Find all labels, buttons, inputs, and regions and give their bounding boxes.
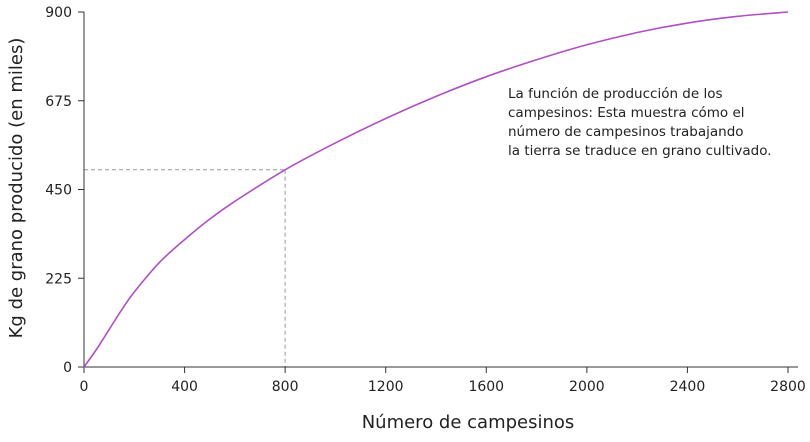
annotation-line: campesinos: Esta muestra cómo el xyxy=(508,105,745,121)
y-tick-label: 0 xyxy=(63,360,72,376)
y-tick-label: 675 xyxy=(45,94,72,110)
x-tick-label: 0 xyxy=(80,379,89,395)
x-tick-label: 1200 xyxy=(368,379,404,395)
x-tick-label: 2000 xyxy=(569,379,605,395)
chart-annotation: La función de producción de los campesino… xyxy=(508,86,772,159)
x-tick-label: 800 xyxy=(272,379,299,395)
x-tick-label: 1600 xyxy=(468,379,504,395)
x-axis-title: Número de campesinos xyxy=(362,412,575,433)
y-tick-label: 900 xyxy=(45,5,72,21)
x-tick-label: 2800 xyxy=(770,379,806,395)
y-axis-title: Kg de grano producido (en miles) xyxy=(6,38,27,339)
x-tick-label: 400 xyxy=(171,379,198,395)
y-tick-label: 225 xyxy=(45,271,72,287)
annotation-line: La función de producción de los xyxy=(508,86,723,102)
x-tick-label: 2400 xyxy=(670,379,706,395)
annotation-line: número de campesinos trabajando xyxy=(508,124,744,140)
y-tick-label: 450 xyxy=(45,183,72,199)
production-function-line xyxy=(83,11,789,368)
annotation-line: la tierra se traduce en grano cultivado. xyxy=(508,143,772,159)
plot-area: 0 400 800 1200 1600 2000 2400 2800 0 225 450 675 900 xyxy=(45,5,806,395)
